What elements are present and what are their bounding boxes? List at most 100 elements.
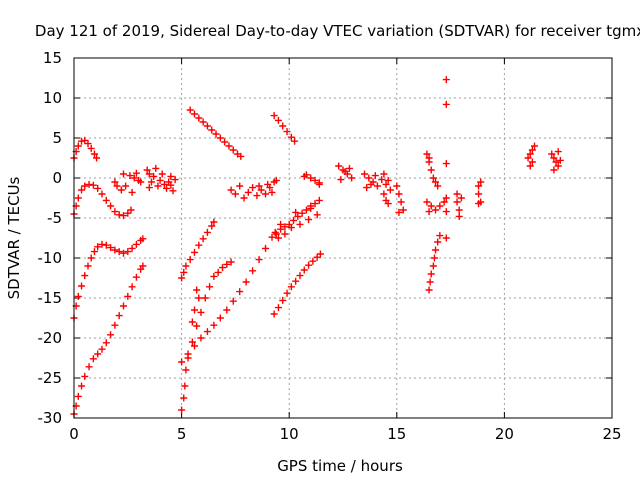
data-point (274, 304, 282, 312)
data-point (119, 302, 127, 310)
data-point (206, 283, 214, 291)
data-point (283, 289, 291, 297)
data-point (160, 180, 168, 188)
data-point (171, 176, 179, 184)
data-point (74, 142, 82, 150)
data-point (210, 218, 218, 226)
data-point (87, 254, 95, 262)
series-arc-3 (70, 235, 147, 322)
x-tick-label: 20 (495, 425, 514, 443)
data-point (436, 232, 444, 240)
data-point (81, 182, 89, 190)
data-point (315, 196, 323, 204)
data-point (132, 240, 140, 248)
data-point (442, 76, 450, 84)
data-point (81, 272, 89, 280)
data-point (427, 202, 435, 210)
data-point (84, 140, 92, 148)
data-point (102, 241, 110, 249)
data-point (425, 286, 433, 294)
data-point (425, 208, 433, 216)
data-point (427, 270, 435, 278)
data-point (528, 158, 536, 166)
data-point (429, 174, 437, 182)
data-point (313, 211, 321, 219)
y-axis-label: SDTVAR / TECUs (5, 176, 23, 299)
data-point (178, 406, 186, 414)
series-arc-23 (453, 190, 465, 220)
data-point (475, 182, 483, 190)
data-point (292, 208, 300, 216)
series-arc-11 (227, 176, 280, 202)
x-axis-label: GPS time / hours (277, 457, 403, 475)
data-point (223, 306, 231, 314)
data-point (126, 172, 134, 180)
data-point (84, 262, 92, 270)
data-point (302, 206, 310, 214)
data-point (432, 246, 440, 254)
data-point (268, 188, 276, 196)
data-point (348, 174, 356, 182)
data-point (283, 128, 291, 136)
data-point (89, 355, 97, 363)
data-point (107, 244, 115, 252)
data-point (554, 148, 562, 156)
data-point (203, 328, 211, 336)
data-point (214, 268, 222, 276)
y-tick-label: -25 (38, 369, 63, 387)
data-point (373, 182, 381, 190)
data-point (188, 338, 196, 346)
data-point (119, 249, 127, 257)
data-point (262, 244, 270, 252)
data-point (113, 182, 121, 190)
data-point (296, 220, 304, 228)
data-point (550, 166, 558, 174)
data-point (305, 216, 313, 224)
data-point (181, 382, 189, 390)
data-point (191, 342, 199, 350)
data-point (311, 176, 319, 184)
data-point (184, 350, 192, 358)
data-point (395, 208, 403, 216)
data-point (87, 144, 95, 152)
data-point (186, 106, 194, 114)
data-point (453, 190, 461, 198)
series-arc-12 (270, 112, 299, 145)
data-point (128, 188, 136, 196)
data-point (279, 122, 287, 130)
x-tick-label: 10 (280, 425, 299, 443)
data-point (442, 208, 450, 216)
y-tick-label: -10 (38, 249, 63, 267)
data-point (111, 208, 119, 216)
data-point (287, 224, 295, 232)
data-point (218, 264, 226, 272)
x-tick-label: 5 (177, 425, 187, 443)
data-point (130, 174, 138, 182)
data-point (253, 192, 261, 200)
data-point (274, 234, 282, 242)
data-point (270, 310, 278, 318)
series-arc-25 (524, 142, 539, 170)
data-point (337, 176, 345, 184)
data-point (124, 209, 132, 217)
data-point (216, 314, 224, 322)
data-point (274, 116, 282, 124)
series-arc-9 (178, 258, 235, 414)
data-point (365, 174, 373, 182)
chart-title: Day 121 of 2019, Sidereal Day-to-day VTE… (35, 22, 640, 40)
data-point (199, 235, 207, 243)
data-point (526, 150, 534, 158)
data-point (150, 172, 158, 180)
data-point (550, 154, 558, 162)
data-point (78, 186, 86, 194)
x-tick-label: 25 (602, 425, 621, 443)
data-point (300, 266, 308, 274)
data-point (380, 190, 388, 198)
series-arc-26 (548, 148, 564, 174)
data-point (397, 198, 405, 206)
series-arc-17 (361, 170, 394, 194)
data-point (434, 182, 442, 190)
axis-ticks (73, 57, 613, 419)
series-arc-2 (70, 180, 135, 220)
series-arc-1 (70, 136, 101, 162)
